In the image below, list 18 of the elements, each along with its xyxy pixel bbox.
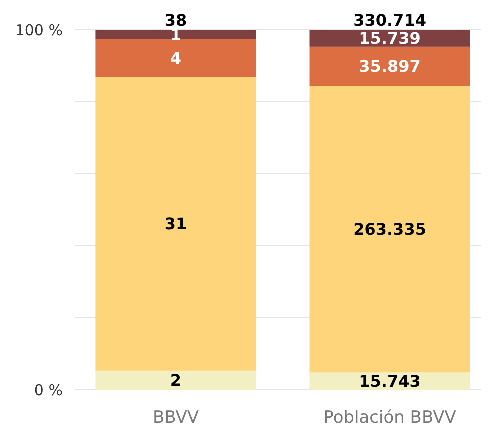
bar (96, 77, 256, 371)
y-tick-label: 100 % (15, 21, 63, 40)
bar (310, 86, 470, 373)
annotation: 4 (170, 48, 182, 68)
bar (96, 30, 256, 40)
annotation: 263.335 (354, 220, 426, 240)
x-tick-label: BBVV (152, 408, 200, 428)
bar (310, 46, 470, 86)
annotation: 31 (164, 214, 188, 234)
y-tick-label: 0 % (34, 381, 63, 400)
bar (96, 39, 256, 78)
annotation: 35.897 (359, 57, 421, 76)
x-tick-label: Población BBVV (324, 408, 457, 428)
annotation: 15.739 (359, 29, 421, 48)
annotation: 2 (170, 371, 182, 390)
bar (96, 370, 256, 390)
annotation: 15.743 (359, 372, 421, 391)
annotation: 330.714 (354, 11, 426, 30)
